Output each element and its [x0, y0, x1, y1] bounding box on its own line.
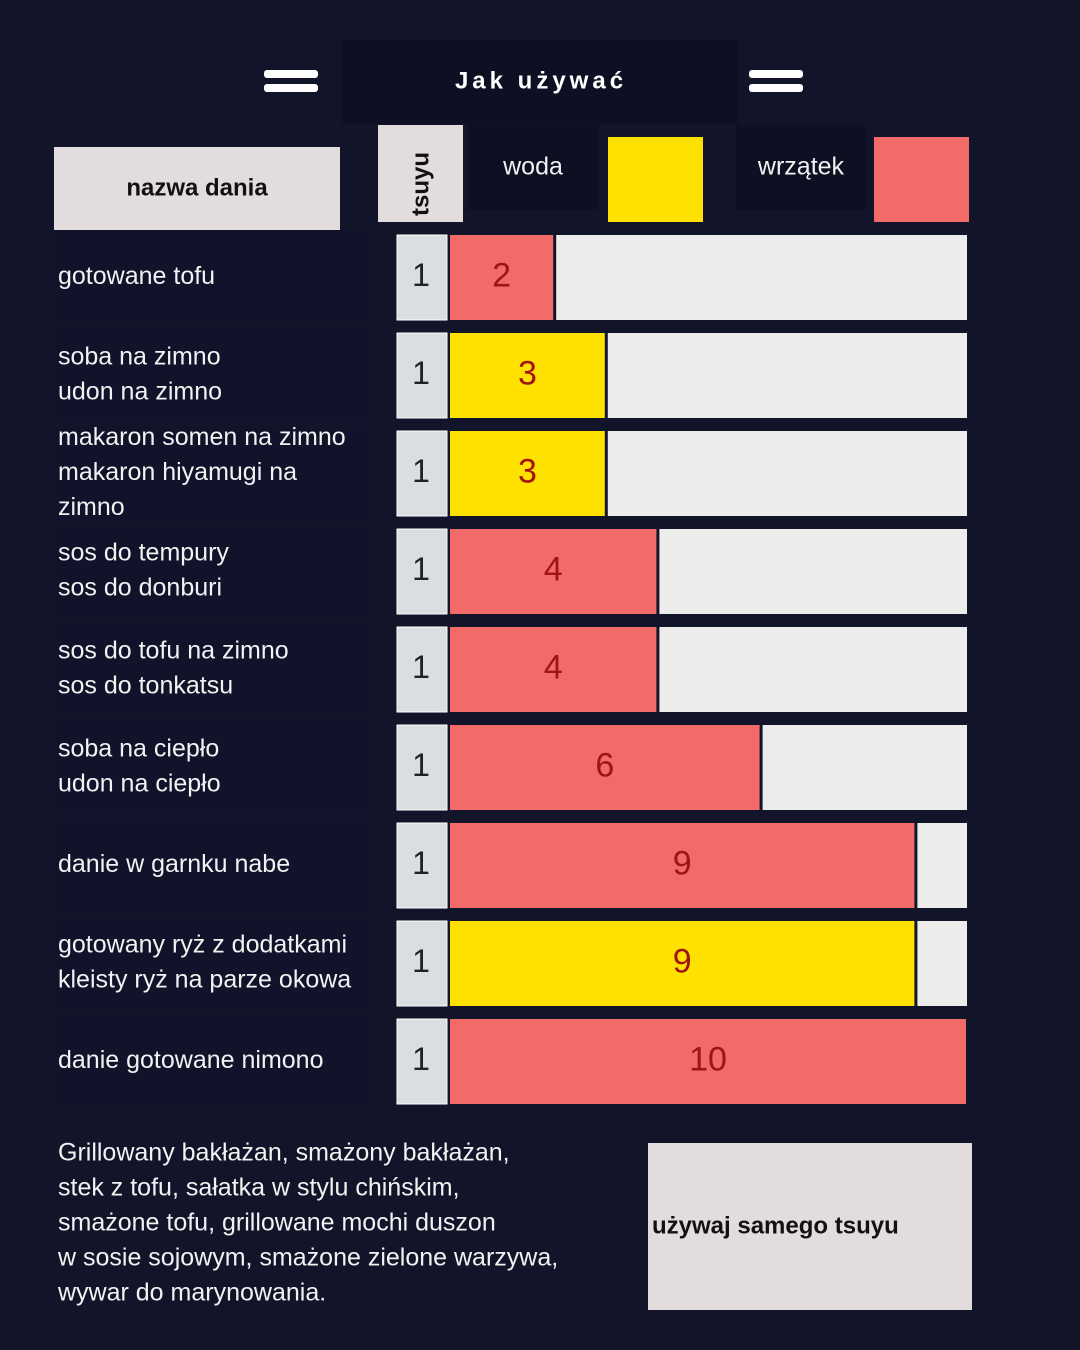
ratio-bar: [450, 921, 915, 1006]
ratio-value: 6: [595, 746, 614, 784]
dish-name: sos do donburi: [58, 574, 222, 602]
tsuyu-value: 1: [412, 1041, 430, 1077]
tsuyu-cell: [396, 724, 448, 811]
footer-line: smażone tofu, grillowane mochi duszon: [58, 1209, 496, 1237]
row-name-box: [54, 328, 374, 423]
tsuyu-value: 1: [412, 845, 430, 881]
ratio-bar: [450, 1019, 966, 1104]
ratio-value: 3: [518, 354, 537, 392]
remainder-bar: [607, 333, 967, 418]
title: Jak używać: [455, 67, 627, 94]
dish-name: soba na zimno: [58, 343, 221, 371]
ratio-bar: [450, 529, 657, 614]
tsuyu-header-box: [378, 125, 463, 222]
dish-name: kleisty ryż na parze okowa: [58, 966, 351, 994]
ratio-bar: [450, 235, 554, 320]
remainder-bar: [917, 921, 967, 1006]
ratio-bar: [450, 627, 657, 712]
note: używaj samego tsuyu: [652, 1212, 899, 1239]
dish-name: danie w garnku nabe: [58, 850, 290, 878]
remainder-bar: [659, 529, 967, 614]
legend: woda wrzątek: [468, 125, 969, 222]
tsuyu-value: 1: [412, 355, 430, 391]
dish-header-box: [54, 147, 340, 231]
row-name-box: [54, 818, 374, 913]
header-box: [342, 40, 738, 124]
ratio-value: 2: [492, 256, 511, 294]
footer: Grillowany bakłażan, smażony bakłażan, st…: [57, 1139, 558, 1307]
row-name-box: [54, 230, 374, 325]
legend-label-box: [468, 125, 598, 210]
ratio-value: 9: [673, 844, 692, 882]
dish-name: zimno: [58, 493, 125, 521]
footer-line: stek z tofu, sałatka w stylu chińskim,: [58, 1174, 460, 1202]
row-name-box: [54, 524, 374, 619]
dish-name: sos do tonkatsu: [58, 672, 233, 700]
tsuyu-value: 1: [412, 649, 430, 685]
row-name-box: [54, 916, 374, 1011]
tsuyu-value: 1: [412, 551, 430, 587]
footer-line: wywar do marynowania.: [57, 1279, 326, 1307]
tsuyu-cell: [396, 822, 448, 909]
remainder-bar: [762, 725, 967, 810]
legend-label-box: [736, 125, 866, 210]
row-name-box: [54, 622, 374, 717]
footer-line: w sosie sojowym, smażone zielone warzywa…: [57, 1244, 558, 1272]
tsuyu-cell: [396, 528, 448, 615]
tsuyu-value: 1: [412, 453, 430, 489]
dish-header: nazwa dania: [126, 174, 268, 201]
tsuyu-value: 1: [412, 747, 430, 783]
row-name-box: [54, 426, 374, 521]
row-name-box: [54, 1014, 374, 1109]
menu-icon: [264, 70, 803, 92]
remainder-bar: [917, 823, 967, 908]
dish-name: sos do tofu na zimno: [58, 637, 289, 665]
ratio-value: 10: [689, 1040, 727, 1078]
tsuyu-header: tsuyu: [407, 152, 434, 216]
remainder-bar: [607, 431, 967, 516]
dish-name: udon na zimno: [58, 378, 222, 406]
dish-name: makaron hiyamugi na: [58, 458, 297, 486]
dish-name: gotowane tofu: [58, 262, 215, 290]
tsuyu-cell: [396, 1018, 448, 1105]
remainder-bar: [659, 627, 967, 712]
tsuyu-value: 1: [412, 257, 430, 293]
tsuyu-cell: [396, 332, 448, 419]
legend-label: woda: [502, 153, 563, 181]
tsuyu-value: 1: [412, 943, 430, 979]
dish-name: makaron somen na zimno: [58, 423, 346, 451]
rows: gotowane tofu 1 2 soba na zimno udon na zimn…: [54, 230, 967, 1109]
dish-name: danie gotowane nimono: [58, 1046, 323, 1074]
ratio-value: 3: [518, 452, 537, 490]
ratio-bar: [450, 725, 760, 810]
ratio-value: 4: [544, 648, 563, 686]
row-name-box: [54, 720, 374, 815]
dish-name: sos do tempury: [58, 539, 229, 567]
dish-name: soba na ciepło: [58, 735, 219, 763]
legend-swatch: [874, 137, 969, 222]
legend-label: wrzątek: [757, 153, 845, 181]
dish-name: udon na ciepło: [58, 770, 221, 798]
ratio-value: 9: [673, 942, 692, 980]
ratio-bar: [450, 333, 605, 418]
tsuyu-cell: [396, 234, 448, 321]
ratio-bar: [450, 431, 605, 516]
tsuyu-cell: [396, 430, 448, 517]
dish-name: gotowany ryż z dodatkami: [58, 931, 347, 959]
ratio-bar: [450, 823, 915, 908]
tsuyu-cell: [396, 626, 448, 713]
remainder-bar: [556, 235, 967, 320]
note-box: [648, 1143, 972, 1310]
footer-line: Grillowany bakłażan, smażony bakłażan,: [58, 1139, 510, 1167]
ratio-value: 4: [544, 550, 563, 588]
legend-swatch: [608, 137, 703, 222]
tsuyu-cell: [396, 920, 448, 1007]
